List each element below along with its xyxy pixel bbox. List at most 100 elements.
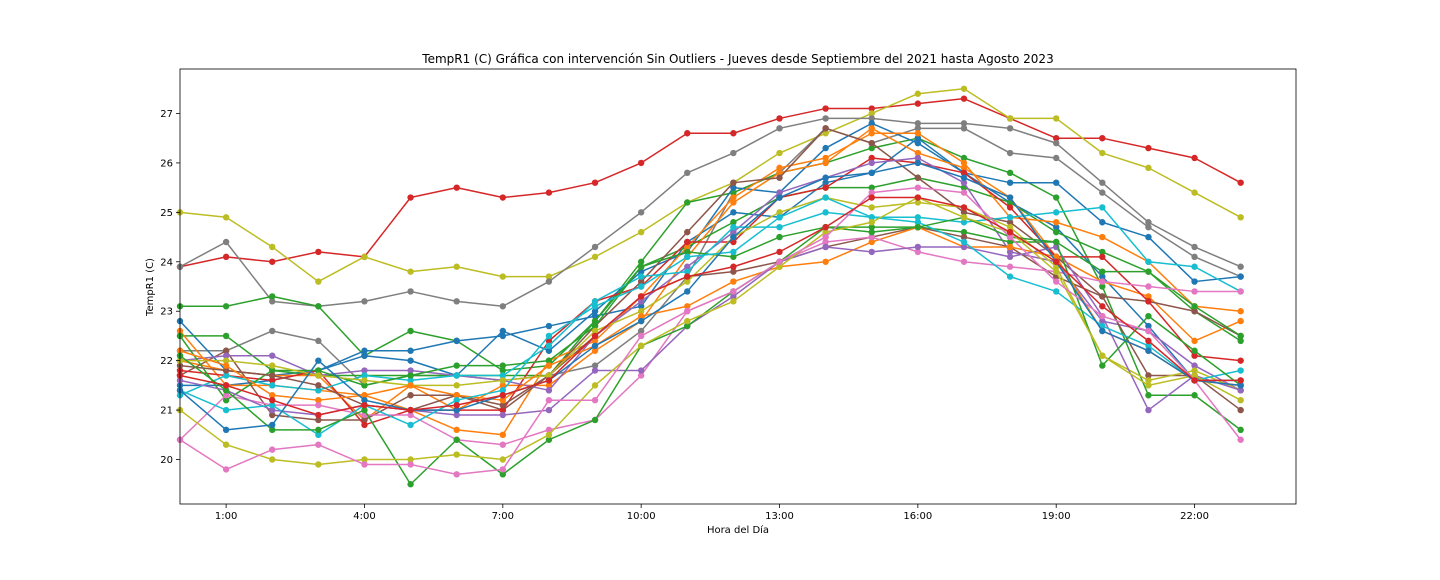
series-14-point <box>730 223 737 231</box>
series-17-line <box>180 196 1241 391</box>
x-axis-label: Hora del Día <box>707 524 769 536</box>
series-8-point <box>591 317 599 325</box>
series-22-point <box>684 322 691 330</box>
series-6-point <box>407 347 414 354</box>
series-1-point <box>453 184 460 191</box>
series-5-point <box>637 258 645 265</box>
series-22-point <box>222 387 230 394</box>
series-25-point <box>684 288 691 295</box>
series-3-point <box>453 298 460 305</box>
series-9-point <box>591 337 599 345</box>
series-25-point <box>222 426 230 434</box>
series-24-point <box>868 189 875 196</box>
series-21-point <box>914 219 922 226</box>
series-1-point <box>1191 154 1198 162</box>
series-18-point <box>453 392 460 399</box>
series-6-point <box>1053 179 1060 186</box>
series-19-point <box>1145 283 1152 290</box>
series-17-point <box>914 199 922 206</box>
series-17-point <box>637 308 645 315</box>
series-12-point <box>960 169 968 177</box>
series-16-point <box>1237 406 1244 414</box>
series-6-point <box>453 337 460 345</box>
series-10-point <box>868 125 875 132</box>
series-10-point <box>1191 337 1198 345</box>
series-8-point <box>1099 248 1106 256</box>
series-26-point <box>499 392 507 399</box>
series-5-line <box>180 137 1242 431</box>
series-1-point <box>222 253 230 261</box>
series-23-point <box>269 456 276 463</box>
series-3-point <box>361 298 368 305</box>
series-4-point <box>637 327 645 335</box>
series-5-point <box>1191 392 1198 399</box>
series-19-point <box>637 372 645 379</box>
series-13-point <box>776 189 783 196</box>
x-tick-label: 16:00 <box>903 511 932 522</box>
series-25-point <box>914 159 922 167</box>
series-21-point <box>684 253 691 261</box>
series-14-point <box>1006 214 1014 221</box>
series-2-point <box>453 263 460 270</box>
series-3-point <box>222 238 230 246</box>
series-22-point <box>315 426 322 434</box>
series-18-point <box>315 396 322 404</box>
series-5 <box>176 135 1244 434</box>
series-13-point <box>960 179 968 186</box>
series-9-point <box>914 130 922 137</box>
series-3-point <box>591 243 599 251</box>
series-1-point <box>545 189 553 196</box>
series-18-line <box>179 226 1241 401</box>
series-1-point <box>684 130 691 137</box>
series-26-point <box>868 194 875 201</box>
series-25-point <box>269 421 276 429</box>
series-14 <box>176 204 1244 399</box>
series-24 <box>176 184 1244 478</box>
series-20-point <box>914 243 922 251</box>
series-20-point <box>960 243 968 251</box>
series-20-point <box>637 367 645 374</box>
series-10-point <box>960 164 968 172</box>
series-16-point <box>960 233 968 241</box>
series-20-point <box>1237 387 1244 394</box>
series-3-point <box>1099 179 1106 186</box>
series-18-point <box>1006 243 1014 251</box>
series-9-point <box>453 426 460 434</box>
series-22-point <box>591 416 599 424</box>
series-15-point <box>684 248 691 256</box>
series-17-point <box>361 377 368 384</box>
plot-frame <box>179 68 1297 505</box>
series-26-point <box>591 332 599 340</box>
series-10-point <box>545 382 553 389</box>
series-3-point <box>822 115 829 122</box>
series-2-point <box>1006 115 1014 122</box>
series-24-point <box>361 461 368 468</box>
series-15-line <box>179 226 1242 401</box>
series-13-point <box>407 367 414 374</box>
series-2 <box>176 85 1244 285</box>
series-19 <box>176 233 1244 448</box>
series-26-point <box>1191 377 1198 384</box>
series-11-point <box>637 278 645 285</box>
y-tick-label: 22 <box>160 356 173 367</box>
series-7-point <box>868 120 875 127</box>
series-21-point <box>269 401 276 409</box>
y-tick-label: 24 <box>160 257 173 268</box>
series-2-point <box>1145 164 1152 172</box>
series-23-point <box>1053 268 1060 275</box>
chart-title: TempR1 (C) Gráfica con intervención Sin … <box>421 52 1053 66</box>
series-13-point <box>222 352 230 359</box>
series-10-point <box>822 159 829 167</box>
series-18-point <box>361 392 368 399</box>
series-4-point <box>315 337 322 345</box>
series-1-point <box>1099 135 1106 142</box>
series-21-point <box>222 406 230 414</box>
series-7-point <box>499 327 507 335</box>
series-10-point <box>1145 293 1152 300</box>
series-1-point <box>776 115 783 122</box>
series-26-point <box>453 401 460 409</box>
series-5-point <box>1099 283 1106 290</box>
series-25-point <box>1237 382 1244 389</box>
series-23-line <box>179 196 1242 466</box>
series-26-point <box>361 401 368 409</box>
